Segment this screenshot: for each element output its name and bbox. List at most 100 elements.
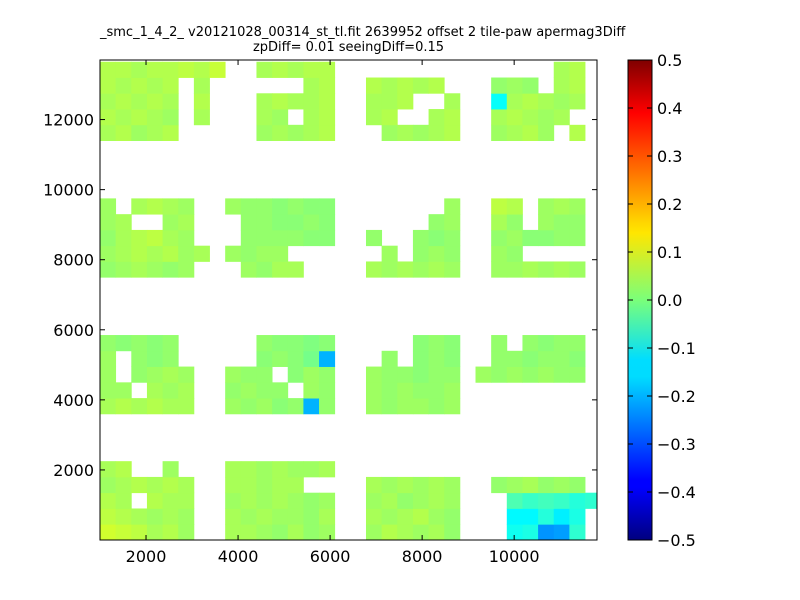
heatmap-cell	[115, 461, 132, 478]
heatmap-cell	[193, 61, 210, 78]
heatmap-cell	[193, 245, 210, 262]
colorbar-tick-label: 0.1	[657, 243, 682, 262]
heatmap-cell	[538, 109, 555, 126]
heatmap-cell	[381, 492, 398, 509]
heatmap-cell	[256, 508, 273, 525]
heatmap-cell	[272, 61, 289, 78]
heatmap-cell	[319, 198, 336, 215]
heatmap-cell	[412, 476, 429, 494]
heatmap-cell	[146, 198, 163, 215]
heatmap-cell	[225, 476, 242, 494]
heatmap-cell	[553, 261, 570, 278]
heatmap-cell	[397, 476, 414, 494]
heatmap-cell	[491, 245, 508, 262]
heatmap-cell	[272, 508, 289, 525]
x-tick-label: 2000	[126, 547, 167, 566]
heatmap-cell	[146, 93, 163, 110]
heatmap-cell	[131, 350, 148, 367]
heatmap-cell	[256, 398, 273, 415]
heatmap-cell	[428, 229, 445, 247]
heatmap-cell	[319, 61, 336, 78]
heatmap-cell	[365, 109, 383, 126]
heatmap-cell	[100, 214, 117, 231]
heatmap-cell	[553, 476, 570, 494]
heatmap-cell	[115, 77, 132, 94]
heatmap-cell	[256, 382, 273, 399]
heatmap-cell	[319, 124, 336, 141]
heatmap-cell	[506, 109, 523, 126]
heatmap-cell	[115, 382, 132, 399]
heatmap-cell	[115, 124, 132, 141]
heatmap-cell	[100, 398, 117, 415]
heatmap-cell	[303, 77, 320, 94]
heatmap-cell	[303, 93, 320, 110]
heatmap-cell	[319, 366, 336, 383]
heatmap-cell	[397, 524, 414, 541]
heatmap-cell	[115, 93, 132, 110]
colorbar-tick-label: 0.2	[657, 195, 682, 214]
heatmap-cell	[412, 261, 429, 278]
heatmap-cell	[428, 492, 445, 509]
heatmap-cell	[522, 350, 539, 367]
x-tick-label: 10000	[489, 547, 540, 566]
heatmap-cell	[115, 508, 132, 525]
heatmap-cell	[381, 476, 398, 494]
heatmap-cell	[193, 109, 210, 126]
heatmap-cell	[240, 508, 257, 525]
heatmap-cell	[569, 214, 586, 231]
heatmap-cell	[522, 366, 539, 383]
heatmap-cell	[538, 524, 555, 541]
heatmap-cell	[319, 398, 336, 415]
heatmap-cell	[131, 245, 148, 262]
heatmap-cell	[444, 93, 461, 110]
heatmap-cell	[272, 229, 289, 247]
heatmap-cell	[100, 366, 117, 383]
heatmap-cell	[428, 366, 445, 383]
heatmap-cell	[162, 476, 179, 494]
heatmap-cell	[569, 261, 586, 278]
heatmap-cell	[365, 229, 383, 247]
heatmap-cell	[428, 524, 445, 541]
heatmap-cell	[569, 492, 586, 509]
heatmap-cell	[365, 77, 383, 94]
heatmap-cell	[100, 461, 117, 478]
heatmap-cell	[225, 524, 242, 541]
heatmap-cell	[538, 366, 555, 383]
heatmap-cell	[178, 508, 195, 525]
heatmap-cell	[256, 261, 273, 278]
heatmap-cell	[381, 508, 398, 525]
heatmap-cell	[381, 124, 398, 141]
heatmap-cell	[319, 461, 336, 478]
heatmap-cell	[381, 524, 398, 541]
heatmap-cell	[287, 198, 304, 215]
heatmap-cell	[162, 61, 179, 78]
heatmap-cell	[272, 214, 289, 231]
heatmap-cell	[272, 476, 289, 494]
heatmap-cell	[444, 229, 461, 247]
heatmap-cell	[272, 524, 289, 541]
heatmap-cell	[131, 508, 148, 525]
heatmap-cell	[538, 124, 555, 141]
heatmap-cell	[365, 261, 383, 278]
heatmap-cell	[287, 476, 304, 494]
x-tick-label: 6000	[310, 547, 351, 566]
heatmap-cell	[100, 77, 117, 94]
heatmap-cell	[522, 109, 539, 126]
heatmap-cell	[162, 109, 179, 126]
heatmap-cell	[240, 261, 257, 278]
heatmap-cell	[178, 398, 195, 415]
heatmap-cell	[569, 93, 586, 110]
heatmap-cell	[491, 476, 508, 494]
heatmap-cell	[522, 77, 539, 94]
heatmap-cell	[162, 124, 179, 141]
heatmap-cell	[569, 229, 586, 247]
heatmap-cell	[178, 261, 195, 278]
heatmap-cell	[553, 366, 570, 383]
heatmap-cell	[162, 350, 179, 367]
heatmap-cell	[178, 229, 195, 247]
heatmap-cell	[225, 492, 242, 509]
heatmap-cell	[162, 245, 179, 262]
heatmap-cell	[256, 476, 273, 494]
